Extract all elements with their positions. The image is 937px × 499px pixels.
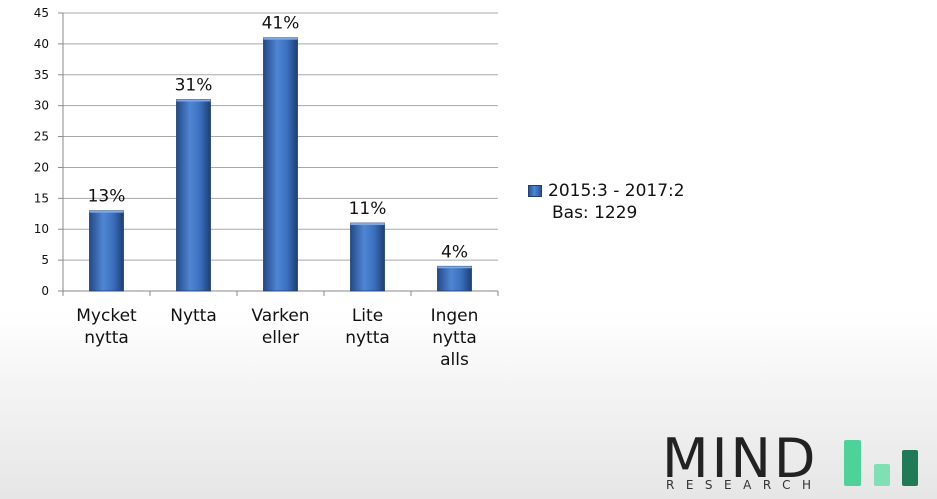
bar — [89, 210, 124, 292]
category-label-line: alls — [440, 350, 469, 370]
y-tick-label: 35 — [34, 68, 49, 82]
bar-top-highlight — [176, 99, 211, 102]
category-label-line: eller — [262, 328, 299, 348]
category-label-line: nytta — [84, 328, 129, 348]
bar-top-highlight — [89, 210, 124, 213]
legend-base-label: Bas: 1229 — [552, 203, 638, 223]
legend-series-label: 2015:3 - 2017:2 — [548, 181, 685, 201]
y-tick-label: 45 — [34, 6, 49, 20]
data-label: 41% — [262, 14, 300, 34]
bar — [437, 265, 472, 292]
category-label: Varken eller — [251, 306, 309, 348]
y-tick-label: 5 — [41, 253, 49, 267]
bar-top-highlight — [263, 37, 298, 40]
y-tick-label: 15 — [34, 191, 49, 205]
y-tick-label: 30 — [34, 99, 49, 113]
legend: 2015:3 - 2017:2 Bas: 1229 — [528, 180, 685, 224]
logo-bar-tall — [844, 440, 861, 486]
mind-research-logo: MIND RESEARCH — [662, 432, 922, 494]
category-label: Nytta — [170, 306, 217, 326]
bar-top-highlight — [350, 223, 385, 226]
category-label-line: nytta — [345, 328, 390, 348]
category-label-line: Nytta — [170, 306, 217, 326]
logo-bar-medium — [902, 450, 918, 486]
category-label-line: Lite — [352, 306, 383, 326]
bar — [350, 222, 385, 292]
y-tick-label: 0 — [41, 284, 49, 298]
data-labels: 13% 31% 41% 11% 4% — [88, 14, 468, 263]
y-tick-label: 10 — [34, 222, 49, 236]
category-label: Ingen nytta alls — [431, 306, 479, 370]
legend-entry: 2015:3 - 2017:2 — [528, 180, 685, 202]
category-label: Mycket nytta — [76, 306, 137, 348]
legend-swatch — [528, 185, 542, 197]
data-label: 31% — [175, 75, 213, 95]
data-label: 4% — [441, 242, 468, 262]
bar-top-highlight — [437, 266, 472, 269]
bars — [89, 37, 472, 292]
category-label-line: Varken — [251, 306, 309, 326]
data-label: 13% — [88, 187, 126, 207]
category-label: Lite nytta — [345, 306, 390, 348]
y-axis: 0 5 10 15 20 25 30 35 40 45 — [34, 6, 64, 298]
category-label-line: Mycket — [76, 306, 137, 326]
y-tick-label: 20 — [34, 160, 49, 174]
logo-subword: RESEARCH — [666, 478, 823, 492]
logo-bar-short — [874, 464, 890, 486]
category-label-line: Ingen — [431, 306, 479, 326]
y-tick-label: 25 — [34, 130, 49, 144]
data-label: 11% — [349, 199, 387, 219]
bar — [263, 37, 298, 292]
bar — [176, 99, 211, 292]
category-label-line: nytta — [432, 328, 477, 348]
y-tick-label: 40 — [34, 37, 49, 51]
logo-word: MIND — [662, 427, 819, 490]
